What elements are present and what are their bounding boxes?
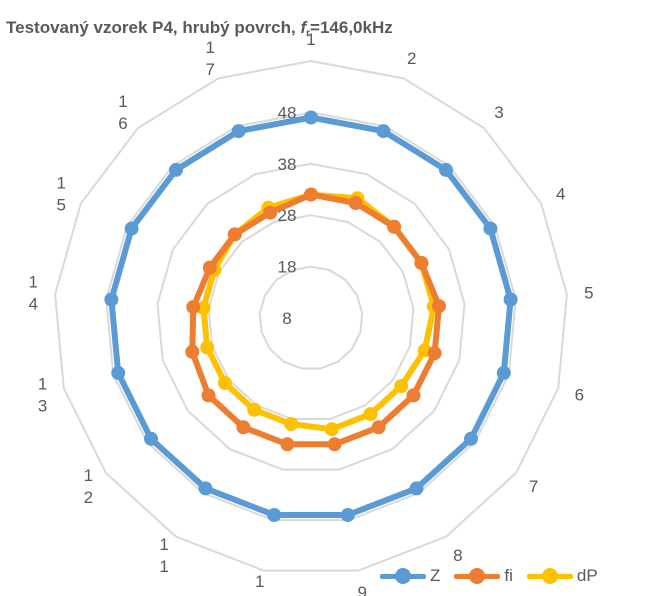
category-label: 1: [38, 374, 47, 393]
category-label: 4: [556, 185, 565, 204]
data-point-fi[interactable]: [186, 300, 201, 315]
category-label: 8: [453, 546, 462, 565]
data-point-fi[interactable]: [202, 260, 217, 275]
data-point-dp[interactable]: [324, 422, 339, 437]
category-label: 5: [584, 283, 593, 302]
data-point-z[interactable]: [464, 431, 478, 446]
data-point-z[interactable]: [503, 292, 518, 307]
tick-label: 38: [278, 155, 297, 174]
data-point-fi[interactable]: [185, 344, 200, 359]
data-point-z[interactable]: [144, 431, 158, 446]
category-label: 6: [118, 114, 127, 133]
grid-ring: [105, 111, 517, 522]
tick-label: 48: [278, 103, 297, 122]
category-label: 6: [575, 385, 584, 404]
grid-ring: [258, 265, 364, 370]
category-labels: 1234567891011121314151617: [28, 30, 593, 596]
data-point-dp[interactable]: [200, 340, 215, 355]
data-point-fi[interactable]: [227, 227, 242, 242]
data-point-dp[interactable]: [217, 376, 232, 390]
data-point-fi[interactable]: [280, 437, 295, 452]
category-label: 2: [407, 49, 416, 68]
data-point-z[interactable]: [111, 365, 126, 380]
category-label: 1: [159, 535, 168, 554]
data-point-fi[interactable]: [427, 346, 442, 361]
legend-item-z[interactable]: Z: [380, 566, 440, 586]
tick-label: 8: [282, 309, 291, 328]
category-label: 1: [28, 272, 37, 291]
data-point-z[interactable]: [496, 365, 511, 380]
radar-grid: [54, 59, 568, 572]
chart-title: Testovaný vzorek P4, hrubý povrch, fr=14…: [6, 18, 393, 39]
data-point-z[interactable]: [409, 481, 424, 496]
category-label: 1: [118, 92, 127, 111]
data-point-z[interactable]: [169, 162, 183, 177]
data-point-fi[interactable]: [387, 219, 402, 234]
category-label: 1: [205, 38, 214, 57]
data-point-z[interactable]: [340, 508, 355, 522]
grid-ring: [207, 214, 415, 420]
data-point-fi[interactable]: [201, 388, 216, 403]
data-point-fi[interactable]: [304, 187, 318, 202]
data-point-z[interactable]: [267, 508, 282, 522]
category-label: 7: [205, 60, 214, 79]
category-label: 7: [529, 477, 538, 496]
category-label: 9: [358, 583, 367, 596]
data-point-z[interactable]: [231, 124, 246, 139]
data-point-fi[interactable]: [406, 388, 421, 403]
grid-ring: [54, 59, 568, 572]
data-point-dp[interactable]: [284, 417, 299, 432]
category-label: 0: [255, 594, 264, 596]
legend-item-fi[interactable]: fi: [454, 566, 513, 586]
category-label: 1: [159, 557, 168, 576]
data-point-fi[interactable]: [432, 299, 446, 314]
data-point-z[interactable]: [104, 292, 119, 307]
series-z: [104, 110, 518, 522]
legend-swatch-fi: [454, 567, 501, 585]
category-label: 3: [494, 103, 503, 122]
legend-swatch-dp: [526, 567, 573, 585]
data-point-z[interactable]: [198, 481, 213, 496]
category-label: 1: [255, 572, 264, 591]
category-label: 2: [84, 488, 93, 507]
category-label: 3: [38, 396, 47, 415]
tick-label: 28: [278, 206, 297, 225]
data-point-fi[interactable]: [236, 420, 251, 435]
data-point-fi[interactable]: [414, 256, 429, 270]
data-point-z[interactable]: [483, 221, 498, 236]
data-point-dp[interactable]: [394, 379, 409, 394]
series-dp: [196, 187, 441, 437]
category-label: 5: [57, 196, 66, 215]
series-layer: [104, 110, 518, 522]
radial-tick-labels: 8 18 28 38 48: [278, 103, 297, 328]
data-point-z[interactable]: [439, 162, 453, 177]
category-label: 4: [28, 294, 37, 313]
data-point-dp[interactable]: [363, 407, 378, 422]
category-label: 1: [84, 466, 93, 485]
series-fi: [185, 187, 446, 452]
legend-item-dp[interactable]: dP: [526, 566, 598, 586]
data-point-dp[interactable]: [196, 301, 211, 315]
grid-ring: [156, 162, 466, 471]
data-point-fi[interactable]: [371, 420, 386, 435]
data-point-dp[interactable]: [247, 402, 262, 417]
legend-label-dp: dP: [576, 566, 598, 585]
data-point-fi[interactable]: [348, 196, 363, 210]
data-point-fi[interactable]: [263, 205, 278, 220]
legend-swatch-z: [380, 567, 426, 585]
legend-label-z: Z: [430, 566, 441, 585]
data-point-fi[interactable]: [327, 437, 342, 452]
tick-label: 18: [278, 258, 297, 277]
data-point-z[interactable]: [124, 221, 139, 236]
legend: Z fi dP: [380, 562, 598, 590]
category-label: 1: [306, 30, 315, 49]
data-point-z[interactable]: [304, 110, 318, 125]
category-label: 1: [57, 174, 66, 193]
series-line-z: [108, 114, 514, 518]
data-point-z[interactable]: [376, 124, 391, 139]
legend-label-fi: fi: [504, 566, 513, 585]
